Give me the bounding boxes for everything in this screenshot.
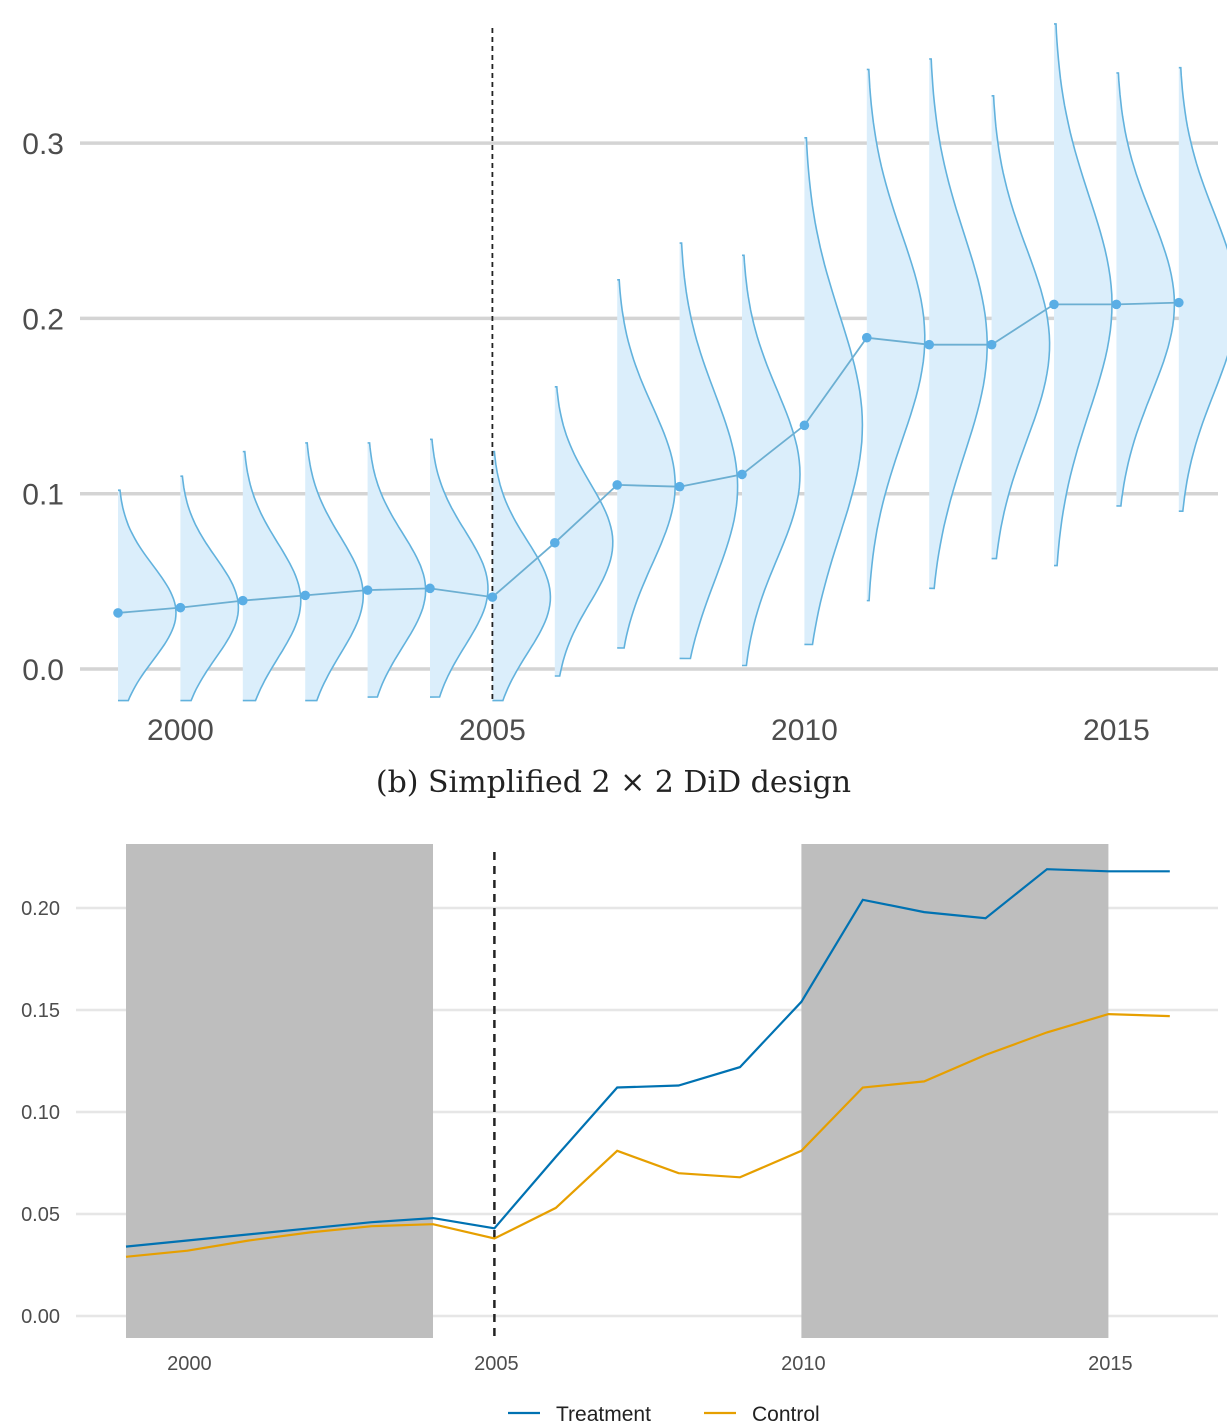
y-tick-label: 0.3 — [22, 128, 64, 161]
estimate-point — [113, 608, 123, 618]
density-curve — [991, 94, 1051, 560]
estimate-point — [862, 332, 872, 343]
y-tick-label: 0.20 — [21, 898, 60, 920]
bottom-y-tick-labels: 0.00 0.05 0.10 0.15 0.20 — [21, 898, 60, 1328]
density-curve — [554, 385, 614, 677]
series-line-control — [125, 1012, 1170, 1258]
estimate-point — [986, 339, 997, 350]
density-fill — [742, 255, 800, 666]
x-tick-label: 2005 — [474, 1353, 519, 1375]
x-tick-label: 2010 — [781, 1353, 826, 1375]
density-curve — [741, 254, 801, 667]
estimate-point — [1049, 299, 1059, 310]
legend-label: Control — [752, 1403, 820, 1422]
density-curve — [367, 442, 427, 698]
bottom-shaded-periods — [126, 844, 1109, 1338]
density-curve — [679, 242, 739, 660]
x-tick-label: 2015 — [1088, 1353, 1133, 1375]
legend: Treatment Control — [508, 1403, 820, 1422]
x-tick-label: 2015 — [1083, 714, 1150, 747]
legend-label: Treatment — [556, 1403, 651, 1422]
shaded-period — [126, 844, 433, 1338]
estimate-point — [175, 602, 186, 613]
density-curve — [305, 442, 364, 702]
estimate-point — [550, 537, 560, 548]
density-fill — [617, 279, 676, 648]
bottom-x-tick-labels: 2000 2005 2010 2015 — [167, 1353, 1133, 1375]
y-tick-label: 0.05 — [21, 1204, 60, 1226]
y-tick-label: 0.2 — [22, 303, 64, 336]
estimate-point — [425, 583, 435, 594]
density-fill — [180, 476, 239, 701]
top-points — [113, 297, 1184, 618]
top-gridlines — [80, 141, 1218, 671]
density-curve — [866, 68, 926, 602]
y-tick-label: 0.00 — [21, 1306, 60, 1328]
y-tick-label: 0.15 — [21, 1000, 60, 1022]
bottom-series-lines — [125, 868, 1170, 1258]
density-fill — [1178, 67, 1227, 512]
x-tick-label: 2010 — [771, 714, 838, 747]
estimate-point — [799, 420, 810, 431]
density-curve — [180, 475, 240, 702]
density-curve — [1116, 72, 1176, 507]
density-curve — [929, 58, 989, 590]
bottom-chart: 0.00 0.05 0.10 0.15 0.20 2000 2005 2010 2015 Tr… — [21, 844, 1218, 1422]
estimate-point — [300, 590, 311, 601]
estimate-point — [238, 595, 248, 606]
density-fill — [866, 69, 925, 601]
density-curve — [492, 450, 552, 702]
estimate-point — [924, 339, 934, 350]
top-estimate-line — [117, 301, 1179, 614]
density-curve — [804, 136, 864, 646]
shaded-period — [801, 844, 1109, 1338]
density-curve — [617, 278, 677, 649]
estimate-point — [362, 585, 373, 595]
top-x-tick-labels: 2000 2005 2010 2015 — [147, 714, 1150, 747]
y-tick-label: 0.0 — [22, 654, 64, 687]
density-fill — [367, 442, 426, 698]
density-fill — [991, 95, 1050, 559]
density-curve — [429, 438, 489, 698]
density-fill — [305, 442, 364, 701]
density-fill — [430, 439, 488, 698]
density-fill — [1116, 72, 1175, 506]
y-tick-label: 0.10 — [21, 1102, 60, 1124]
density-fill — [242, 451, 301, 701]
estimate-point — [487, 592, 498, 602]
top-densities — [117, 23, 1227, 702]
density-fill — [1054, 23, 1112, 566]
x-tick-label: 2000 — [167, 1353, 212, 1375]
figure-caption: (b) Simplified 2 × 2 DiD design — [375, 765, 852, 800]
y-tick-label: 0.1 — [22, 479, 64, 512]
density-fill — [804, 137, 863, 645]
density-curve — [117, 489, 177, 702]
density-curve — [1178, 66, 1227, 513]
estimate-point — [674, 481, 685, 492]
top-y-tick-labels: 0.0 0.1 0.2 0.3 — [22, 128, 64, 687]
density-fill — [554, 386, 613, 677]
x-tick-label: 2005 — [459, 714, 526, 747]
estimate-point — [1174, 297, 1184, 308]
density-fill — [929, 58, 988, 589]
top-chart: 0.0 0.1 0.2 0.3 2000 2005 2010 2015 — [22, 23, 1227, 747]
series-line-treatment — [125, 868, 1170, 1248]
estimate-point — [737, 469, 747, 480]
density-curve — [242, 450, 302, 702]
estimate-line — [117, 301, 1179, 614]
density-fill — [679, 243, 738, 659]
estimate-point — [612, 480, 622, 490]
estimate-point — [1111, 299, 1122, 310]
x-tick-label: 2000 — [147, 714, 214, 747]
density-curve — [1053, 23, 1113, 567]
